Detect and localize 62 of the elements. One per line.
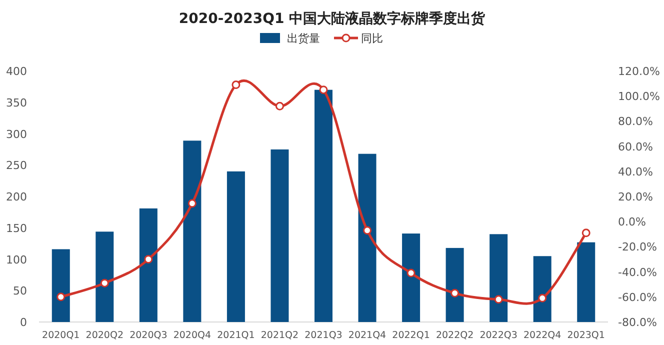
legend-label: 同比: [361, 32, 383, 45]
x-tick-label: 2020Q4: [173, 330, 212, 341]
bar: [226, 171, 245, 322]
y-tick-label: 200: [6, 190, 27, 204]
x-tick-label: 2022Q4: [523, 330, 562, 341]
point: [100, 278, 109, 288]
point: [56, 292, 66, 302]
point: [363, 226, 372, 235]
y2-tick-label: 0.0%: [618, 216, 646, 229]
y-tick-label: 250: [6, 159, 27, 172]
bar: [96, 232, 114, 322]
x-tick-label: 2022Q2: [436, 330, 474, 341]
x-tick-label: 2022Q3: [480, 330, 518, 341]
point: [319, 86, 328, 94]
bar: [270, 149, 289, 322]
bar: [490, 234, 508, 322]
y2-tick-label: -40.0%: [618, 266, 657, 279]
point: [450, 288, 460, 298]
y-tick-label: 150: [6, 222, 27, 235]
legend-label: 出货量: [287, 32, 320, 45]
bar: [402, 234, 420, 322]
x-tick-label: 2023Q1: [567, 330, 605, 341]
bar: [358, 154, 376, 322]
point: [188, 199, 196, 208]
y-tick-label: 50: [13, 284, 27, 298]
y2-tick-label: 20.0%: [618, 190, 653, 204]
y2-tick-label: 40.0%: [618, 165, 653, 178]
y2-tick-label: 60.0%: [618, 140, 653, 154]
bar: [139, 208, 158, 322]
point: [406, 268, 416, 278]
y-tick-label: 350: [6, 96, 27, 110]
x-tick-label: 2021Q4: [348, 330, 386, 341]
x-tick-label: 2021Q1: [217, 330, 255, 341]
x-tick-label: 2022Q1: [392, 330, 430, 341]
point: [232, 80, 240, 90]
x-tick-label: 2020Q3: [130, 330, 168, 341]
bar: [533, 256, 552, 322]
bar: [52, 249, 70, 322]
y2-tick-label: -80.0%: [618, 316, 657, 329]
y-tick-label: 300: [6, 128, 27, 141]
point: [582, 228, 590, 238]
chart-title: 2020-2023Q1 中国大陆液晶数字标牌季度出货: [178, 10, 486, 27]
bar: [183, 140, 202, 322]
x-tick-label: 2020Q1: [42, 330, 80, 341]
point: [538, 294, 547, 302]
bar: [446, 248, 464, 322]
y2-tick-label: -60.0%: [618, 290, 657, 304]
y2-tick-label: 80.0%: [618, 115, 653, 128]
x-tick-label: 2021Q3: [304, 330, 342, 341]
point: [494, 295, 503, 304]
bar: [577, 242, 596, 322]
y-tick-label: 0: [20, 316, 27, 329]
y2-tick-label: 120.0%: [618, 65, 660, 78]
x-tick-label: 2021Q2: [260, 330, 299, 341]
y-tick-label: 100: [6, 253, 27, 266]
y2-tick-label: 100.0%: [618, 90, 660, 104]
y-tick-label: 400: [6, 65, 27, 78]
x-tick-label: 2020Q2: [86, 330, 124, 341]
y2-tick-label: -20.0%: [618, 240, 657, 254]
bar: [314, 90, 332, 322]
point: [275, 102, 284, 110]
point: [144, 255, 153, 264]
